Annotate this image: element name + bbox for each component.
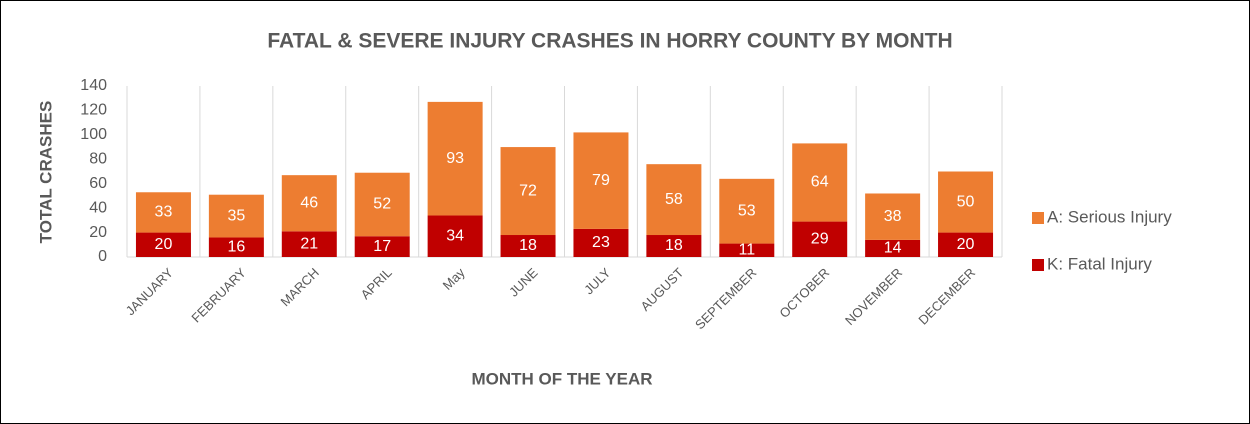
legend-label: A: Serious Injury (1047, 207, 1172, 226)
y-tick-label: 60 (89, 175, 107, 192)
legend-label: K: Fatal Injury (1047, 254, 1152, 273)
bar-segment (135, 192, 191, 233)
data-label: 20 (155, 236, 173, 253)
data-label: 11 (738, 242, 755, 259)
data-label: 21 (300, 235, 318, 252)
bar-segment (646, 235, 702, 257)
data-label: 14 (884, 240, 902, 257)
y-tick-label: 140 (80, 77, 107, 94)
bar-segment (281, 231, 337, 257)
bar-segment (865, 193, 921, 240)
bar-segment (573, 132, 629, 229)
data-label: 50 (957, 193, 975, 210)
x-axis-title: MONTH OF THE YEAR (471, 369, 652, 388)
y-tick-label: 20 (89, 224, 107, 241)
bar-segment (208, 194, 264, 238)
data-label: 17 (373, 238, 391, 255)
bar-segment (500, 235, 556, 257)
data-label: 20 (957, 236, 975, 253)
data-label: 93 (446, 150, 464, 167)
legend-swatch (1032, 212, 1044, 224)
bar-segment (792, 221, 848, 257)
bar-segment (938, 171, 994, 233)
bar-segment (719, 243, 775, 257)
data-label: 58 (665, 191, 683, 208)
data-label: 46 (300, 194, 318, 211)
data-label: 29 (811, 231, 829, 248)
data-label: 53 (738, 202, 756, 219)
data-label: 52 (373, 196, 391, 213)
y-tick-label: 80 (89, 151, 107, 168)
data-label: 72 (519, 182, 537, 199)
bar-segment (354, 172, 410, 237)
bar-segment (208, 237, 264, 257)
bar-segment (646, 164, 702, 236)
data-label: 79 (592, 172, 610, 189)
y-tick-label: 100 (80, 126, 107, 143)
bar-segment (719, 178, 775, 244)
legend-swatch (1032, 259, 1044, 271)
data-label: 23 (592, 234, 610, 251)
y-tick-label: 120 (80, 102, 107, 119)
bar-segment (135, 232, 191, 257)
chart-title: FATAL & SEVERE INJURY CRASHES IN HORRY C… (267, 30, 952, 53)
bar-segment (354, 236, 410, 257)
data-label: 64 (811, 174, 829, 191)
bar-segment (500, 147, 556, 236)
bar-segment (573, 228, 629, 257)
y-axis-title: TOTAL CRASHES (36, 101, 55, 244)
bar-segment (281, 175, 337, 232)
data-label: 35 (227, 207, 245, 224)
data-label: 18 (665, 237, 683, 254)
bar-segment (427, 101, 483, 216)
bar-segment (792, 143, 848, 222)
bar-segment (427, 215, 483, 257)
bar-segment (938, 232, 994, 257)
y-tick-label: 0 (98, 248, 107, 265)
data-label: 16 (227, 238, 245, 255)
data-label: 34 (446, 227, 464, 244)
y-tick-label: 40 (89, 199, 107, 216)
data-label: 38 (884, 208, 902, 225)
data-label: 33 (155, 204, 173, 221)
bar-segment (865, 239, 921, 257)
data-label: 18 (519, 237, 537, 254)
